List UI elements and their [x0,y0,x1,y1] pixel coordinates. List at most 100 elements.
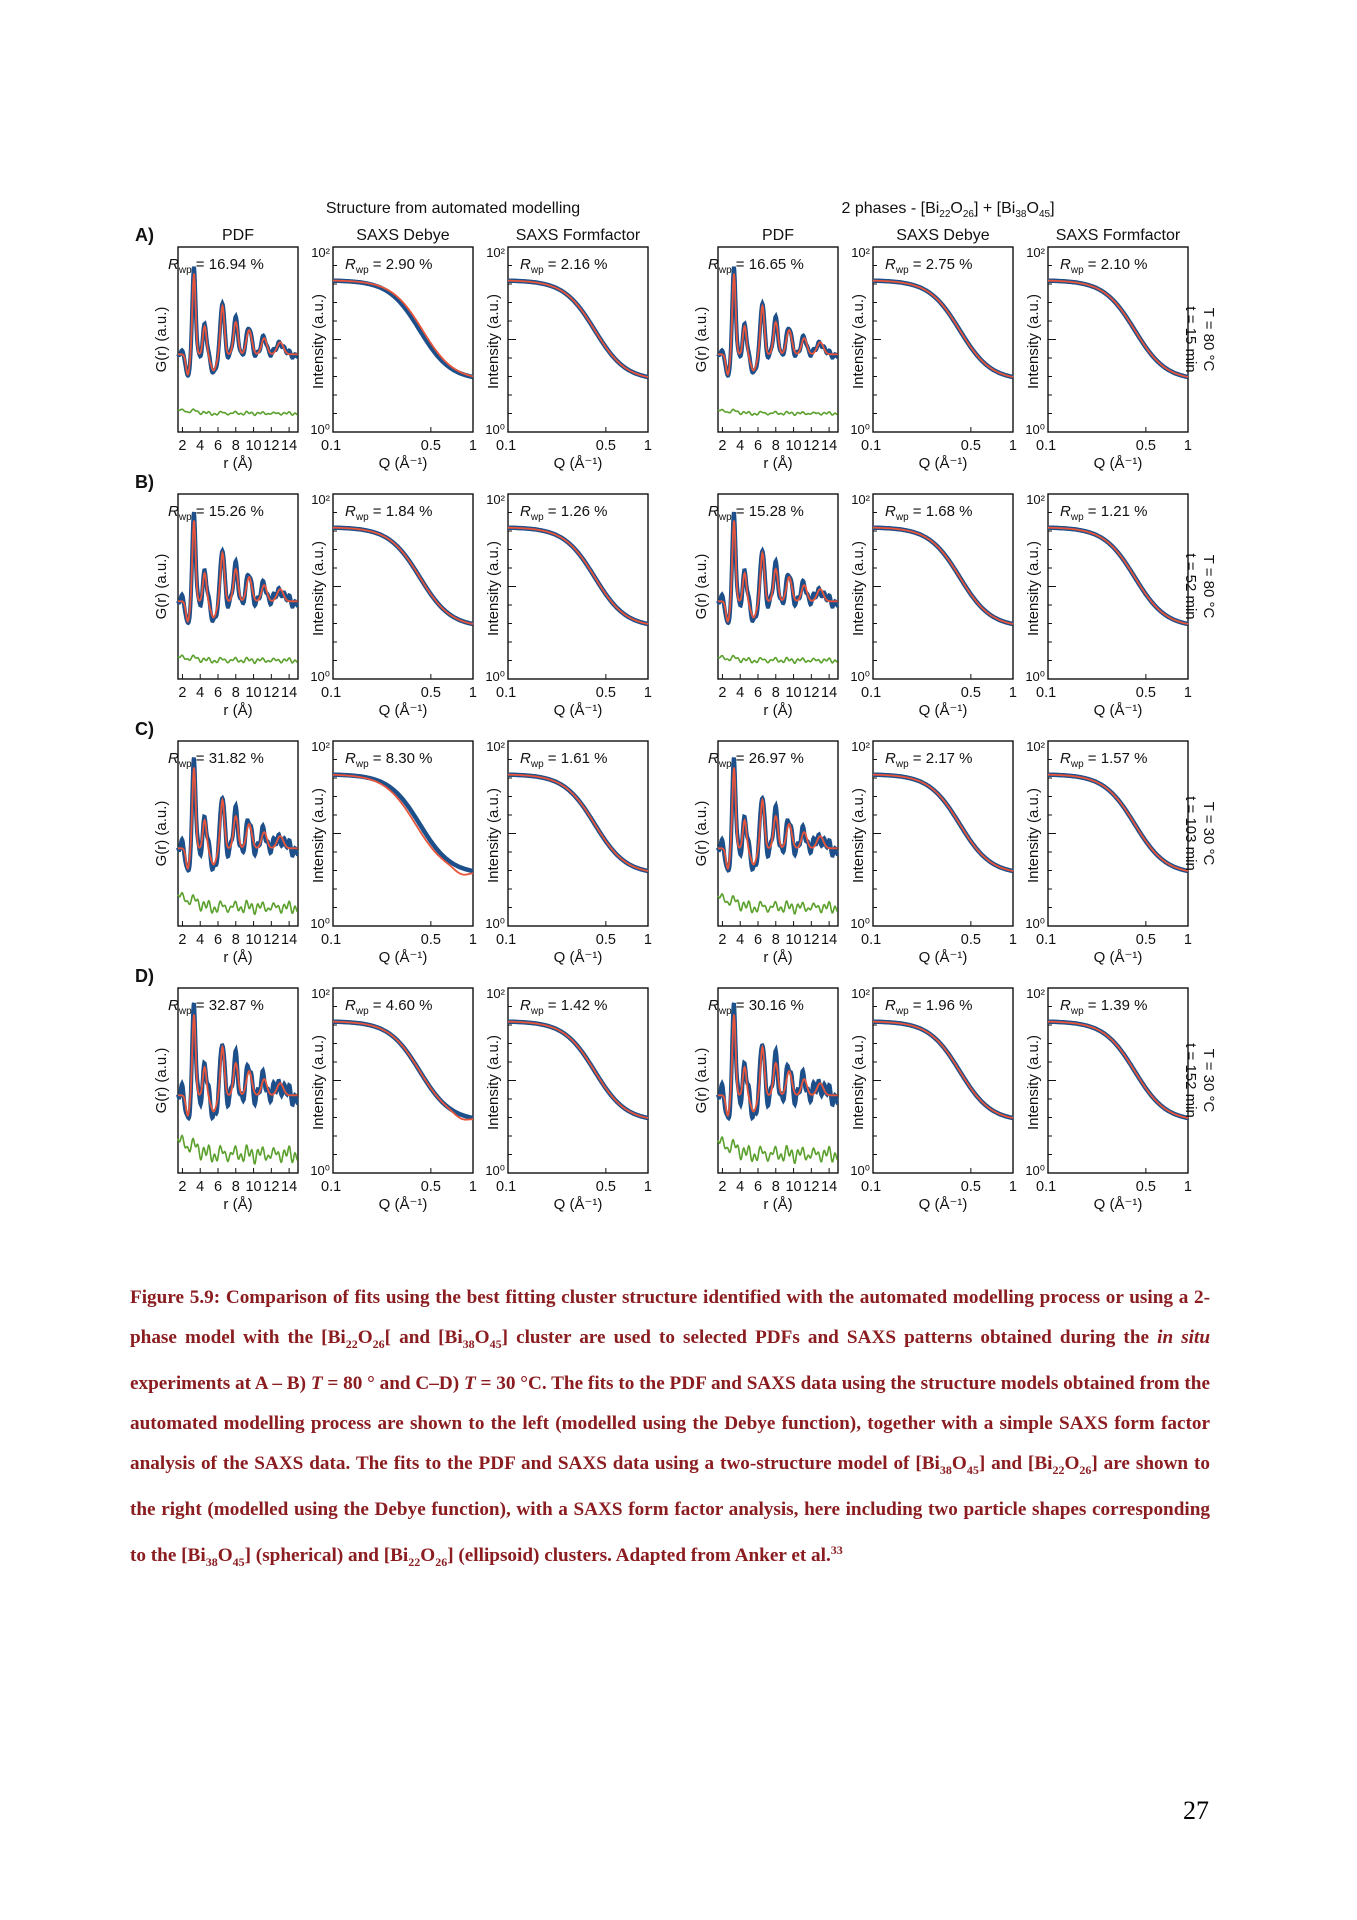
x-axis-label: r (Å) [223,702,252,719]
saxs-panel [1047,740,1189,927]
header-left: Structure from automated modelling [326,200,580,217]
x-tick-label: 4 [196,438,204,454]
rwp-label: Rwp = 26.97 % [708,750,804,770]
x-tick-label: 0.5 [596,685,616,701]
x-tick-label: 10 [785,685,801,701]
y-tick-label: 10⁰ [850,669,870,684]
calculated-curve [508,526,649,625]
observed-curve [333,278,474,380]
y-tick-label: 10² [486,492,505,507]
panel-frame [507,493,649,680]
panel-frame [717,246,839,433]
y-axis-label: Intensity (a.u.) [310,541,327,636]
panel-frame [872,246,1014,433]
panel-frame [177,246,299,433]
calculated-curve [333,1020,474,1121]
observed-curve [508,525,649,627]
saxs-panel [332,740,474,927]
condition-temperature: T = 80 °C [1200,308,1217,372]
x-tick-label: 12 [263,438,279,454]
rwp-label: Rwp = 15.28 % [708,503,804,523]
difference-curve [717,654,838,664]
x-tick-label: 14 [281,685,297,701]
calculated-curve [718,767,838,871]
x-tick-label: 4 [736,1179,744,1195]
y-tick-label: 10² [851,739,870,754]
observed-curve [1048,525,1189,627]
x-tick-label: 1 [1184,932,1192,948]
rwp-label: Rwp = 1.26 % [520,503,607,523]
x-tick-label: 1 [1184,685,1192,701]
observed-curve [508,772,649,874]
x-tick-label: 1 [1009,1179,1017,1195]
panel-frame [507,246,649,433]
y-axis-label: Intensity (a.u.) [485,788,502,883]
saxs-panel [507,987,649,1174]
observed-curve [873,772,1014,874]
x-tick-label: 10 [245,685,261,701]
x-tick-label: 10 [785,932,801,948]
calculated-curve [178,273,298,377]
calculated-curve [873,1020,1014,1119]
x-tick-label: 4 [736,438,744,454]
condition-temperature: T = 30 °C [1200,1049,1217,1113]
rwp-label: Rwp = 15.26 % [168,503,264,523]
row-label: D) [135,966,154,986]
y-tick-label: 10⁰ [1025,916,1045,931]
saxs-panel [872,740,1014,927]
calculated-curve [333,526,474,625]
y-axis-label: Intensity (a.u.) [1025,788,1042,883]
panel-frame [332,246,474,433]
x-tick-label: 1 [469,1179,477,1195]
x-axis-label: Q (Å⁻¹) [919,949,968,966]
observed-curve [1048,278,1189,380]
observed-curve [508,1019,649,1121]
x-tick-label: 6 [214,685,222,701]
x-tick-label: 0.1 [321,685,341,701]
y-axis-label: Intensity (a.u.) [850,788,867,883]
x-tick-label: 14 [281,932,297,948]
panel-title: SAXS Formfactor [516,227,641,244]
x-tick-label: 2 [718,1179,726,1195]
y-axis-label: G(r) (a.u.) [693,801,710,867]
x-axis-label: r (Å) [763,455,792,472]
calculated-curve [873,773,1014,872]
rwp-label: Rwp = 1.57 % [1060,750,1147,770]
x-tick-label: 0.5 [961,438,981,454]
rwp-label: Rwp = 1.68 % [885,503,972,523]
panel-title: PDF [762,227,794,244]
x-tick-label: 0.5 [1136,1179,1156,1195]
x-tick-label: 14 [821,685,837,701]
pdf-panel [176,493,299,680]
calculated-curve [1048,773,1189,872]
x-tick-label: 8 [232,932,240,948]
calculated-curve [1048,279,1189,378]
x-tick-label: 8 [772,932,780,948]
y-tick-label: 10⁰ [1025,669,1045,684]
rwp-label: Rwp = 32.87 % [168,997,264,1017]
y-tick-label: 10² [1026,986,1045,1001]
x-tick-label: 0.1 [496,932,516,948]
condition-time: t = 52 min [1182,553,1199,619]
row-label: A) [135,225,154,245]
x-tick-label: 10 [245,1179,261,1195]
y-tick-label: 10⁰ [850,916,870,931]
panel-title: SAXS Debye [356,227,449,244]
y-tick-label: 10² [311,245,330,260]
y-tick-label: 10⁰ [310,422,330,437]
pdf-panel [176,740,299,927]
x-tick-label: 10 [785,1179,801,1195]
y-tick-label: 10⁰ [1025,422,1045,437]
calculated-curve [333,279,474,378]
rwp-label: Rwp = 1.42 % [520,997,607,1017]
saxs-panel [507,246,649,433]
y-tick-label: 10² [851,492,870,507]
x-axis-label: Q (Å⁻¹) [919,455,968,472]
observed-curve [1048,1019,1189,1121]
rwp-label: Rwp = 1.84 % [345,503,432,523]
x-axis-label: r (Å) [223,455,252,472]
calculated-curve [178,520,298,624]
x-tick-label: 0.1 [1036,438,1056,454]
observed-curve [333,772,474,874]
